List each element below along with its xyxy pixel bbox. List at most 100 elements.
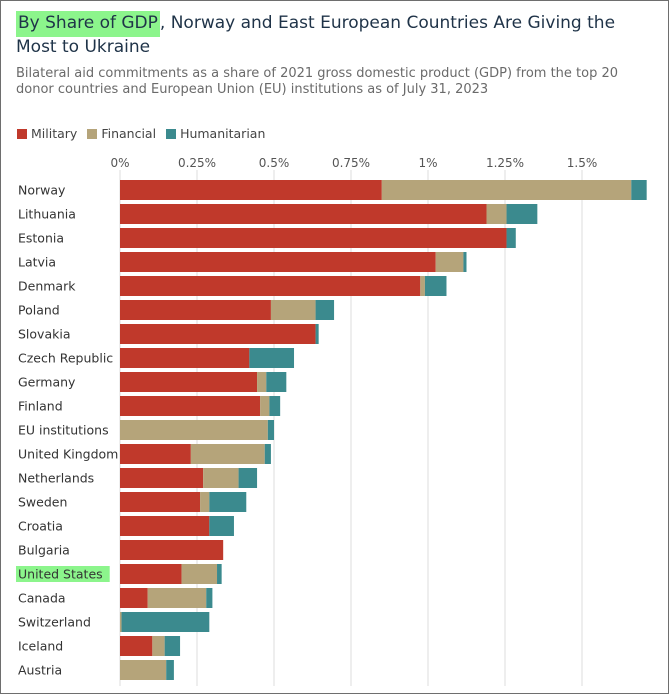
legend-label-military: Military [31, 126, 78, 141]
legend-label-financial: Financial [101, 126, 157, 141]
bar-canada-humanitarian [206, 588, 213, 608]
bar-germany-financial [257, 372, 267, 392]
bar-denmark-financial [420, 276, 425, 296]
bar-austria-humanitarian [166, 660, 174, 680]
category-label: Finland [18, 399, 63, 414]
category-label: Slovakia [18, 327, 70, 342]
bar-sweden-financial [200, 492, 210, 512]
bar-netherlands-humanitarian [238, 468, 258, 488]
legend-swatch-financial [87, 128, 98, 139]
legend-swatch-humanitarian [166, 128, 177, 139]
legend-item-military: Military [17, 126, 77, 141]
bar-united-states-humanitarian [217, 564, 222, 584]
bar-lithuania-financial [486, 204, 507, 224]
bar-lithuania-military [120, 204, 487, 224]
chart-subtitle: Bilateral aid commitments as a share of … [16, 66, 619, 97]
bar-bulgaria-military [120, 540, 224, 560]
bar-latvia-military [120, 252, 436, 272]
category-label: Netherlands [18, 471, 94, 486]
bar-poland-humanitarian [315, 300, 335, 320]
x-tick-label: 0.5% [259, 156, 290, 170]
bar-eu-institutions-financial [120, 420, 268, 440]
category-label: Denmark [18, 279, 76, 294]
bar-lithuania-humanitarian [506, 204, 538, 224]
legend-swatch-military [17, 128, 27, 139]
category-label: United Kingdom [18, 447, 118, 462]
title-rest: , Norway and East European Countries Are… [16, 13, 616, 57]
bar-canada-financial [147, 588, 207, 608]
category-label: Estonia [18, 231, 64, 246]
bar-sweden-humanitarian [209, 492, 247, 512]
category-label: Iceland [18, 639, 63, 654]
bar-denmark-humanitarian [424, 276, 447, 296]
bar-united-states-financial [181, 564, 218, 584]
bar-norway-humanitarian [631, 180, 647, 200]
category-label: Canada [18, 591, 66, 606]
bar-switzerland-humanitarian [121, 612, 210, 632]
bar-croatia-military [120, 516, 210, 536]
bar-croatia-humanitarian [209, 516, 234, 536]
bar-finland-financial [260, 396, 270, 416]
bar-united-states-military [120, 564, 182, 584]
category-labels: Norway Lithuania Estonia Latvia Denmark Polan… [16, 183, 118, 678]
bar-united-kingdom-financial [190, 444, 265, 464]
bar-latvia-financial [435, 252, 464, 272]
category-label: Sweden [18, 495, 67, 510]
bar-united-kingdom-military [120, 444, 191, 464]
bar-austria-financial [120, 660, 167, 680]
category-label: Czech Republic [18, 351, 113, 366]
bar-finland-military [120, 396, 261, 416]
bar-sweden-military [120, 492, 201, 512]
bar-iceland-military [120, 636, 153, 656]
x-tick-label: 0.25% [178, 156, 216, 170]
bar-finland-humanitarian [269, 396, 281, 416]
category-highlight [16, 566, 110, 582]
bar-netherlands-military [120, 468, 204, 488]
bar-norway-military [120, 180, 382, 200]
bar-estonia-military [120, 228, 507, 248]
bar-denmark-military [120, 276, 421, 296]
category-label: United States [18, 567, 103, 582]
title-highlight: By Share of GDP [16, 11, 160, 37]
bar-germany-military [120, 372, 258, 392]
chart-title: By Share of GDP, Norway and East Europea… [16, 11, 656, 59]
category-label: Croatia [18, 519, 63, 534]
bar-norway-financial [381, 180, 632, 200]
category-label: Austria [18, 663, 62, 678]
x-tick-label: 1% [418, 156, 437, 170]
bar-estonia-humanitarian [506, 228, 516, 248]
category-label: Poland [18, 303, 60, 318]
bar-czech-republic-military [120, 348, 250, 368]
category-label: Lithuania [18, 207, 76, 222]
bar-eu-institutions-humanitarian [267, 420, 274, 440]
bar-switzerland-financial [120, 612, 122, 632]
x-tick-labels: 0% 0.25% 0.5% 0.75% 1% 1.25% 1.5% [110, 156, 597, 170]
bar-slovakia-military [120, 324, 316, 344]
category-label: Latvia [18, 255, 56, 270]
x-tick-label: 0% [110, 156, 129, 170]
x-tick-label: 0.75% [332, 156, 370, 170]
category-label: EU institutions [18, 423, 109, 438]
category-label: Germany [18, 375, 76, 390]
bar-poland-military [120, 300, 271, 320]
bar-poland-financial [270, 300, 316, 320]
category-label: Norway [18, 183, 66, 198]
bar-iceland-financial [152, 636, 165, 656]
bar-canada-military [120, 588, 148, 608]
legend-item-humanitarian: Humanitarian [166, 126, 265, 141]
bar-czech-republic-humanitarian [249, 348, 295, 368]
bar-latvia-humanitarian [463, 252, 467, 272]
bar-slovakia-humanitarian [315, 324, 319, 344]
x-tick-label: 1.5% [567, 156, 598, 170]
legend: Military Financial Humanitarian [17, 126, 265, 141]
legend-item-financial: Financial [87, 126, 156, 141]
category-label: Bulgaria [18, 543, 70, 558]
bar-united-kingdom-humanitarian [264, 444, 271, 464]
bar-germany-humanitarian [266, 372, 287, 392]
bars [120, 180, 647, 680]
bar-netherlands-financial [203, 468, 239, 488]
legend-label-humanitarian: Humanitarian [180, 126, 266, 141]
category-label: Switzerland [18, 615, 91, 630]
x-tick-label: 1.25% [486, 156, 524, 170]
